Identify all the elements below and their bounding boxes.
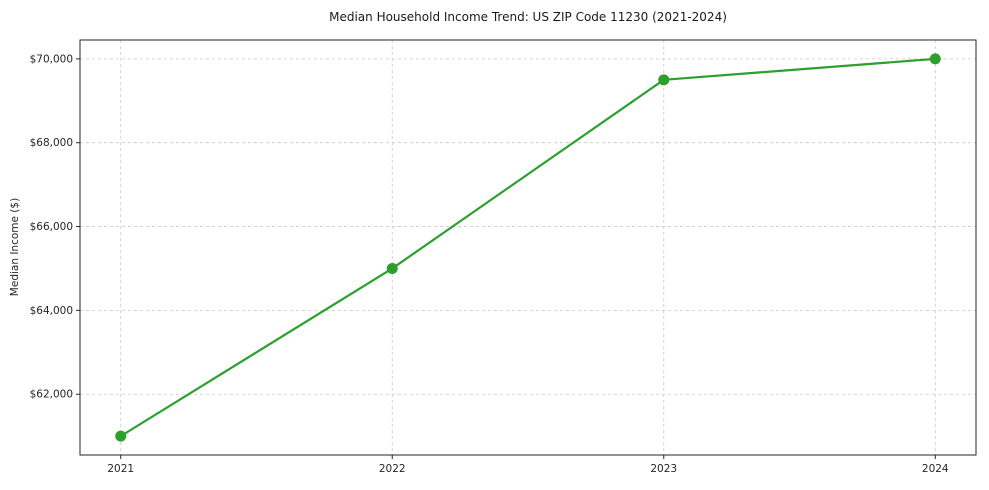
data-point-marker	[929, 53, 941, 65]
x-tick-label: 2023	[650, 463, 677, 475]
y-tick-label: $68,000	[30, 137, 73, 149]
x-tick-label: 2022	[379, 463, 406, 475]
y-tick-label: $70,000	[30, 53, 73, 65]
trend-line	[119, 57, 937, 438]
data-point-marker	[115, 430, 127, 442]
y-tick-label: $66,000	[30, 221, 73, 233]
y-tick-label: $64,000	[30, 305, 73, 317]
x-tick-label: 2024	[922, 463, 949, 475]
x-tick-label: 2021	[107, 463, 134, 475]
y-axis-label: Median Income ($)	[9, 197, 21, 297]
data-point-marker	[658, 74, 670, 86]
y-tick-label: $62,000	[30, 389, 73, 401]
chart-title: Median Household Income Trend: US ZIP Co…	[329, 10, 727, 24]
axes-frame	[79, 39, 977, 456]
data-point-marker	[386, 262, 398, 274]
